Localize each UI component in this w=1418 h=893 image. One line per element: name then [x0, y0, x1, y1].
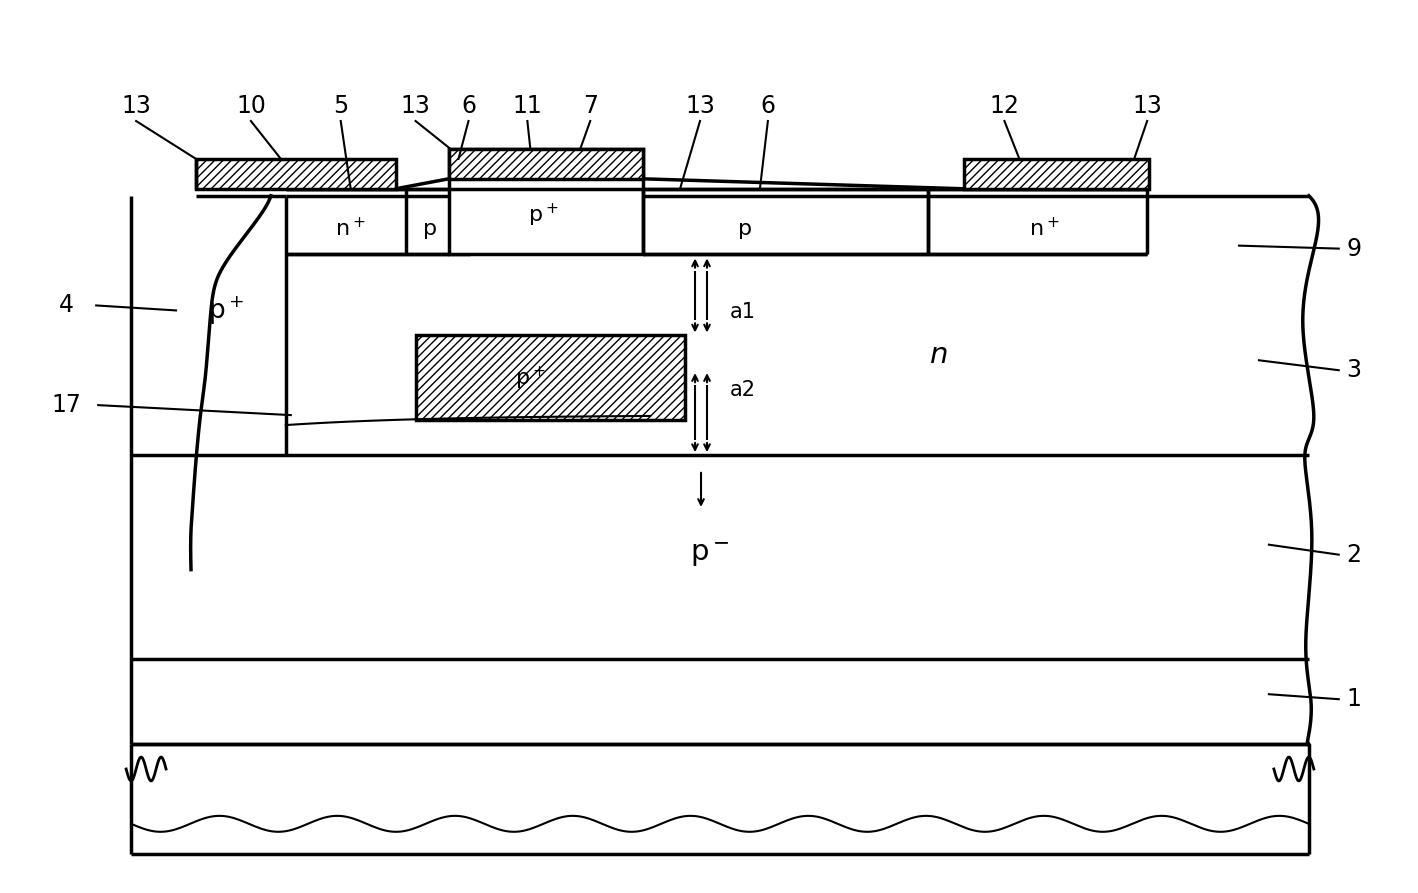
Text: 10: 10 — [235, 94, 265, 118]
Text: 6: 6 — [461, 94, 476, 118]
Bar — [415, 336, 685, 420]
Text: 9: 9 — [1346, 237, 1361, 261]
Bar — [448, 149, 644, 254]
Text: 17: 17 — [51, 393, 81, 417]
Text: 5: 5 — [333, 94, 349, 118]
Text: p$^+$: p$^+$ — [515, 364, 546, 392]
Text: a1: a1 — [730, 303, 756, 322]
Text: 12: 12 — [990, 94, 1020, 118]
Text: n$^+$: n$^+$ — [335, 217, 366, 240]
Text: 6: 6 — [760, 94, 776, 118]
Text: 13: 13 — [685, 94, 715, 118]
Text: 13: 13 — [1132, 94, 1163, 118]
Text: 13: 13 — [121, 94, 152, 118]
Text: 2: 2 — [1346, 543, 1361, 567]
Text: p$^+$: p$^+$ — [208, 294, 244, 327]
Text: p$^-$: p$^-$ — [691, 540, 730, 569]
Text: 13: 13 — [401, 94, 431, 118]
Text: n$^+$: n$^+$ — [1029, 217, 1059, 240]
Text: 1: 1 — [1346, 688, 1361, 711]
Text: a2: a2 — [730, 380, 756, 400]
Text: p: p — [424, 219, 438, 238]
Text: p: p — [737, 219, 752, 238]
Text: 11: 11 — [512, 94, 542, 118]
Text: p$^+$: p$^+$ — [527, 202, 559, 230]
Bar — [448, 149, 644, 179]
Text: 3: 3 — [1346, 358, 1361, 382]
Text: 7: 7 — [583, 94, 598, 118]
Bar — [196, 159, 396, 188]
Text: n: n — [930, 341, 949, 370]
Bar — [964, 159, 1149, 188]
Text: 4: 4 — [58, 294, 74, 317]
